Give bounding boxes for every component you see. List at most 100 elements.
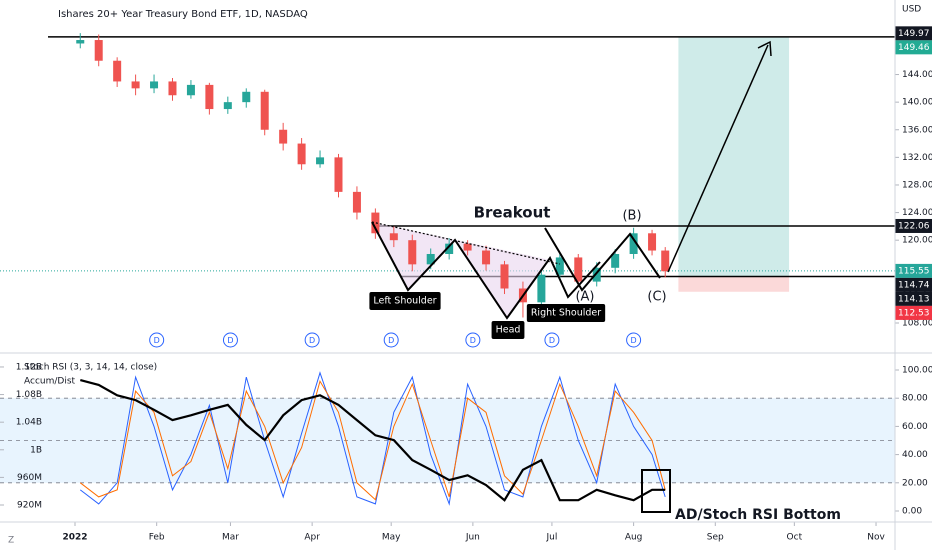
candle-body xyxy=(242,91,251,103)
y-tick-label: 136.00 xyxy=(902,125,932,135)
dividend-marker xyxy=(149,332,165,348)
y-tick-label: 60.00 xyxy=(902,422,928,432)
candle-body xyxy=(205,84,214,110)
candle-body xyxy=(648,233,657,251)
drawings xyxy=(371,40,772,513)
price-label-box xyxy=(895,26,932,41)
corner-label: Z xyxy=(8,536,14,546)
candle-body xyxy=(334,157,343,192)
annotation: AD/Stoch RSI Bottom xyxy=(675,507,841,523)
legend-label: Stoch RSI (3, 3, 14, 14, close) xyxy=(24,363,157,373)
candle-body xyxy=(629,233,638,254)
position-loss xyxy=(678,276,790,292)
x-tick-label: Oct xyxy=(787,533,803,543)
x-tick-label: Jun xyxy=(465,533,480,543)
dividend-label: D xyxy=(154,336,160,345)
chart-title: Ishares 20+ Year Treasury Bond ETF, 1D, … xyxy=(58,9,308,20)
dividend-label: D xyxy=(227,336,233,345)
candle-body xyxy=(555,257,564,275)
annotation-box xyxy=(526,304,606,322)
head-shoulders xyxy=(371,221,601,320)
candle-body xyxy=(186,84,195,96)
candle-body xyxy=(223,102,232,110)
annotation: (A) xyxy=(575,290,594,305)
dividend-marker xyxy=(465,332,481,348)
price-label-box xyxy=(895,305,932,320)
candle-body xyxy=(574,257,583,282)
pattern-shade xyxy=(372,222,560,318)
candle-body xyxy=(131,81,140,89)
candle-body xyxy=(260,91,269,130)
candle-body xyxy=(168,81,177,96)
candle-body xyxy=(389,233,398,241)
dividend-label: D xyxy=(309,336,315,345)
y-tick-label: 100.00 xyxy=(902,366,932,376)
candle-body xyxy=(279,129,288,144)
price-label: 149.46 xyxy=(898,43,930,53)
annotation-box xyxy=(369,292,441,310)
candle-body xyxy=(482,250,491,265)
y-tick-label: 144.00 xyxy=(902,70,932,80)
y2-tick-label: 1.08B xyxy=(16,390,42,400)
price-label: 149.97 xyxy=(898,29,930,39)
x-tick-label: May xyxy=(382,533,401,543)
price-label-box xyxy=(895,218,932,233)
candle-body xyxy=(113,60,122,82)
price-label: 114.13 xyxy=(898,294,930,304)
candle-body xyxy=(150,81,159,89)
dividend-label: D xyxy=(631,336,637,345)
y-tick-label: 140.00 xyxy=(902,98,932,108)
candle-body xyxy=(94,40,103,61)
abc-wave xyxy=(544,227,661,292)
price-label: 112.53 xyxy=(898,308,930,318)
currency: USD xyxy=(902,5,921,15)
y-tick-label: 108.00 xyxy=(902,319,932,329)
x-tick-label: 2022 xyxy=(62,533,87,543)
candle-body xyxy=(537,274,546,303)
y-tick-label: 124.00 xyxy=(902,208,932,218)
dividend-marker xyxy=(383,332,399,348)
price-label-box xyxy=(895,277,932,292)
indicator-line xyxy=(79,380,666,501)
x-tick-label: Nov xyxy=(867,533,885,543)
x-tick-label: Sep xyxy=(707,533,724,543)
price-label: 122.06 xyxy=(898,221,930,231)
highlight-box xyxy=(641,469,671,513)
x-tick-label: Aug xyxy=(625,533,643,543)
annotation: Left Shoulder xyxy=(373,296,436,307)
y-tick-label: 120.00 xyxy=(902,236,932,246)
y-tick-label: 80.00 xyxy=(902,394,928,404)
price-label-box xyxy=(895,291,932,306)
annotation: (B) xyxy=(622,209,641,224)
candle-body xyxy=(408,240,417,265)
y2-tick-label: 1.12B xyxy=(16,362,42,372)
dividend-marker xyxy=(222,332,238,348)
y2-tick-label: 1.04B xyxy=(16,418,42,428)
indicator-line xyxy=(79,371,666,506)
candle-body xyxy=(426,253,435,265)
y-tick-label: 0.00 xyxy=(902,507,922,517)
dividend-label: D xyxy=(388,336,394,345)
candle-body xyxy=(76,40,85,44)
labels: Ishares 20+ Year Treasury Bond ETF, 1D, … xyxy=(8,5,932,546)
x-tick-label: Apr xyxy=(304,533,320,543)
candle-body xyxy=(611,253,620,268)
candle-body xyxy=(371,212,380,234)
x-tick-label: Jul xyxy=(545,533,557,543)
dividend-marker xyxy=(304,332,320,348)
data-marks xyxy=(76,33,670,506)
dividend-marker xyxy=(626,332,642,348)
y-tick-label: 132.00 xyxy=(902,153,932,163)
price-label-box xyxy=(895,263,932,278)
price-label: 115.55 xyxy=(898,266,930,276)
y-tick-label: 128.00 xyxy=(902,180,932,190)
price-label-box xyxy=(895,40,932,55)
candle-body xyxy=(297,143,306,165)
legend-label: Accum/Dist xyxy=(24,377,76,387)
candle-body xyxy=(445,243,454,254)
candle-body xyxy=(500,264,509,289)
annotation-box xyxy=(491,321,525,339)
y-tick-label: 20.00 xyxy=(902,478,928,488)
